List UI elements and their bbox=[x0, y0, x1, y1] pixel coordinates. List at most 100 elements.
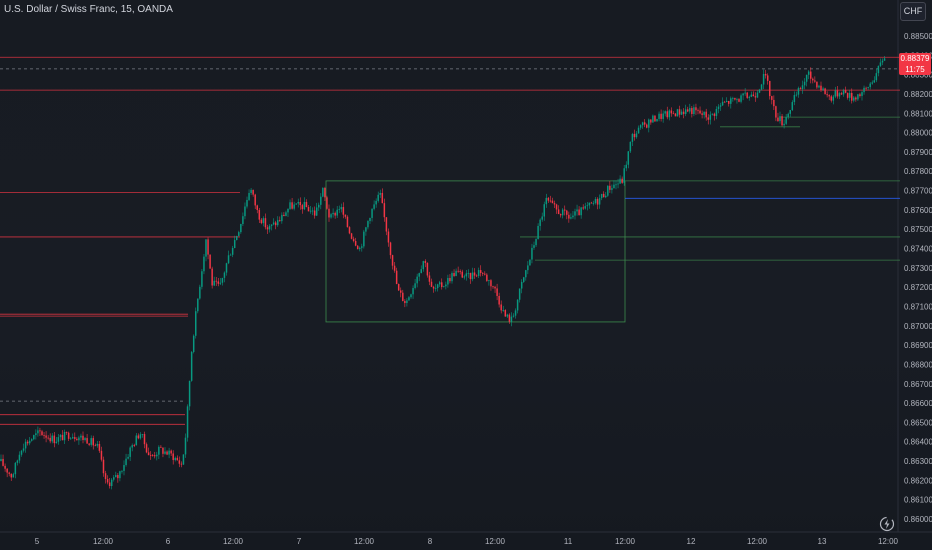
candle-body bbox=[713, 113, 716, 116]
candle-body bbox=[668, 110, 671, 118]
candle-body bbox=[584, 206, 586, 209]
candle-body bbox=[305, 201, 308, 208]
candle-body bbox=[39, 430, 41, 432]
candle-body bbox=[248, 192, 250, 200]
candle-body bbox=[104, 473, 107, 479]
lightning-reset-icon[interactable] bbox=[879, 516, 895, 532]
candle-body bbox=[508, 314, 511, 322]
candle-body bbox=[385, 217, 388, 232]
candle-body bbox=[166, 451, 168, 455]
y-tick-label: 0.86100 bbox=[904, 496, 932, 505]
candle-body bbox=[434, 288, 437, 289]
candle-body bbox=[498, 295, 500, 305]
y-tick-label: 0.87800 bbox=[904, 167, 932, 176]
candle-body bbox=[865, 87, 867, 89]
candle-body bbox=[600, 193, 603, 199]
candle-body bbox=[836, 90, 839, 97]
candle-body bbox=[541, 216, 543, 220]
candle-body bbox=[404, 300, 406, 304]
candle-body bbox=[777, 117, 779, 122]
candle-body bbox=[736, 99, 738, 100]
x-tick-label: 5 bbox=[35, 537, 40, 546]
candle-body bbox=[748, 96, 750, 98]
candle-body bbox=[631, 133, 634, 142]
candle-body bbox=[389, 242, 392, 256]
candle-body bbox=[625, 164, 627, 169]
candle-body bbox=[125, 458, 127, 466]
candle-body bbox=[533, 245, 535, 248]
candle-body bbox=[775, 106, 777, 118]
candle-body bbox=[139, 434, 142, 439]
candle-body bbox=[523, 277, 525, 282]
candle-body bbox=[496, 288, 498, 296]
candle-body bbox=[488, 280, 490, 282]
candle-body bbox=[758, 89, 761, 93]
candle-body bbox=[293, 204, 295, 209]
candle-body bbox=[816, 81, 818, 88]
candle-body bbox=[869, 83, 871, 88]
candle-body bbox=[660, 113, 662, 119]
candle-body bbox=[0, 458, 2, 462]
candle-body bbox=[197, 298, 199, 312]
candle-body bbox=[361, 246, 363, 248]
candle-body bbox=[553, 203, 556, 205]
candle-body bbox=[643, 122, 646, 125]
candle-body bbox=[215, 280, 217, 282]
candle-body bbox=[473, 272, 476, 276]
y-tick-label: 0.87300 bbox=[904, 264, 932, 273]
candle-body bbox=[547, 197, 550, 201]
candle-body bbox=[418, 273, 420, 277]
candle-body bbox=[242, 216, 244, 224]
candle-body bbox=[63, 432, 66, 441]
candle-body bbox=[674, 113, 677, 117]
currency-badge[interactable]: CHF bbox=[900, 2, 926, 21]
candle-body bbox=[225, 263, 228, 273]
candle-body bbox=[682, 111, 685, 114]
candle-body bbox=[422, 261, 425, 270]
candle-body bbox=[119, 471, 121, 479]
candle-body bbox=[719, 105, 722, 107]
candle-body bbox=[367, 221, 369, 228]
candle-body bbox=[436, 284, 439, 289]
candle-body bbox=[492, 286, 494, 288]
candle-body bbox=[881, 60, 884, 63]
candle-body bbox=[689, 108, 691, 112]
support-zone-box bbox=[325, 180, 626, 323]
candle-body bbox=[92, 438, 94, 446]
candle-body bbox=[834, 90, 837, 97]
candle-body bbox=[766, 75, 769, 81]
candle-body bbox=[769, 80, 771, 97]
candle-body bbox=[26, 441, 29, 444]
candle-body bbox=[381, 192, 384, 204]
candle-body bbox=[475, 275, 478, 277]
candle-body bbox=[664, 111, 666, 114]
candle-body bbox=[229, 254, 232, 256]
candle-body bbox=[756, 92, 759, 98]
candle-body bbox=[510, 316, 513, 322]
candle-body bbox=[879, 62, 882, 66]
candle-body bbox=[762, 73, 765, 85]
candle-body bbox=[186, 406, 189, 438]
candle-body bbox=[78, 437, 80, 441]
candle-body bbox=[211, 268, 213, 286]
y-tick-label: 0.88500 bbox=[904, 32, 932, 41]
x-tick-label: 12:00 bbox=[485, 537, 506, 546]
candle-body bbox=[254, 194, 256, 206]
candle-body bbox=[555, 204, 558, 210]
candle-body bbox=[334, 212, 336, 216]
candle-body bbox=[203, 256, 205, 272]
x-tick-label: 12:00 bbox=[878, 537, 899, 546]
candle-body bbox=[80, 435, 82, 438]
candle-body bbox=[609, 185, 611, 190]
candle-body bbox=[760, 84, 763, 90]
candle-body bbox=[356, 245, 359, 250]
y-tick-label: 0.87400 bbox=[904, 245, 932, 254]
candle-body bbox=[687, 109, 689, 112]
candle-body bbox=[342, 207, 345, 215]
candle-body bbox=[141, 434, 144, 435]
y-tick-label: 0.86200 bbox=[904, 476, 932, 485]
candle-body bbox=[123, 465, 125, 471]
candle-body bbox=[172, 453, 174, 461]
y-tick-label: 0.88100 bbox=[904, 109, 932, 118]
